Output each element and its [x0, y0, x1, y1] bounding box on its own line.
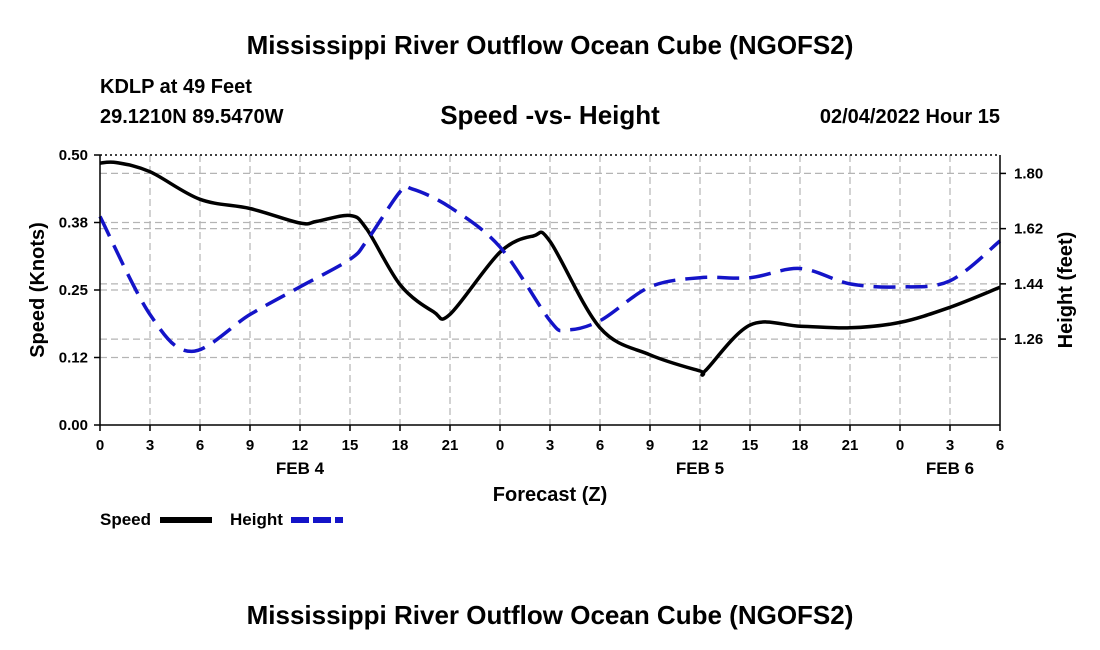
y-tick-label-left: 0.00	[59, 417, 88, 434]
chart-title: Mississippi River Outflow Ocean Cube (NG…	[246, 30, 854, 60]
tick-labels: 0 3 6 9 12 15 18 21 0 3 6 9 12 15 18 21 0 3 6 FEB 4 FEB 5 FEB…	[59, 147, 1044, 478]
grid	[100, 155, 1000, 425]
station-coordinates: 29.1210N 89.5470W	[100, 106, 284, 128]
axes	[94, 154, 1006, 431]
speed-series-line	[99, 160, 1001, 377]
x-tick-label: 9	[646, 437, 654, 454]
legend: Speed Height	[100, 510, 343, 529]
x-tick-label: 18	[392, 437, 409, 454]
x-tick-label: 0	[496, 437, 504, 454]
y-tick-label-right: 1.44	[1014, 276, 1044, 293]
x-tick-label: 12	[692, 437, 709, 454]
y-axis-label-right: Height (feet)	[1055, 232, 1077, 349]
x-tick-label: 21	[842, 437, 859, 454]
footer-title: Mississippi River Outflow Ocean Cube (NG…	[246, 600, 854, 630]
x-tick-label: 15	[742, 437, 759, 454]
y-tick-label-right: 1.80	[1014, 165, 1043, 182]
x-tick-label: 21	[442, 437, 459, 454]
x-tick-label: 6	[996, 437, 1004, 454]
forecast-datetime: 02/04/2022 Hour 15	[819, 106, 1000, 128]
x-tick-label: 3	[946, 437, 954, 454]
height-series-line	[98, 184, 1002, 354]
chart-subtitle: Speed -vs- Height	[440, 100, 660, 130]
x-tick-label: 3	[146, 437, 154, 454]
date-label: FEB 5	[676, 459, 724, 478]
station-label: KDLP at 49 Feet	[100, 76, 252, 98]
y-tick-label-right: 1.26	[1014, 331, 1043, 348]
y-axis-label-left: Speed (Knots)	[27, 222, 49, 358]
series-layer	[98, 160, 1002, 377]
x-tick-label: 6	[196, 437, 204, 454]
y-tick-label-left: 0.25	[59, 282, 88, 299]
y-tick-label-left: 0.38	[59, 215, 88, 232]
legend-speed-label: Speed	[100, 510, 151, 529]
x-tick-label: 0	[96, 437, 104, 454]
y-tick-label-right: 1.62	[1014, 221, 1043, 238]
x-tick-label: 3	[546, 437, 554, 454]
x-axis-label: Forecast (Z)	[493, 484, 607, 506]
x-tick-label: 9	[246, 437, 254, 454]
date-label: FEB 4	[276, 459, 325, 478]
x-tick-label: 0	[896, 437, 904, 454]
x-tick-label: 12	[292, 437, 309, 454]
y-tick-label-left: 0.50	[59, 147, 88, 164]
x-tick-label: 18	[792, 437, 809, 454]
x-tick-label: 15	[342, 437, 359, 454]
date-label: FEB 6	[926, 459, 974, 478]
legend-height-label: Height	[230, 510, 283, 529]
y-tick-label-left: 0.12	[59, 350, 88, 367]
x-tick-label: 6	[596, 437, 604, 454]
